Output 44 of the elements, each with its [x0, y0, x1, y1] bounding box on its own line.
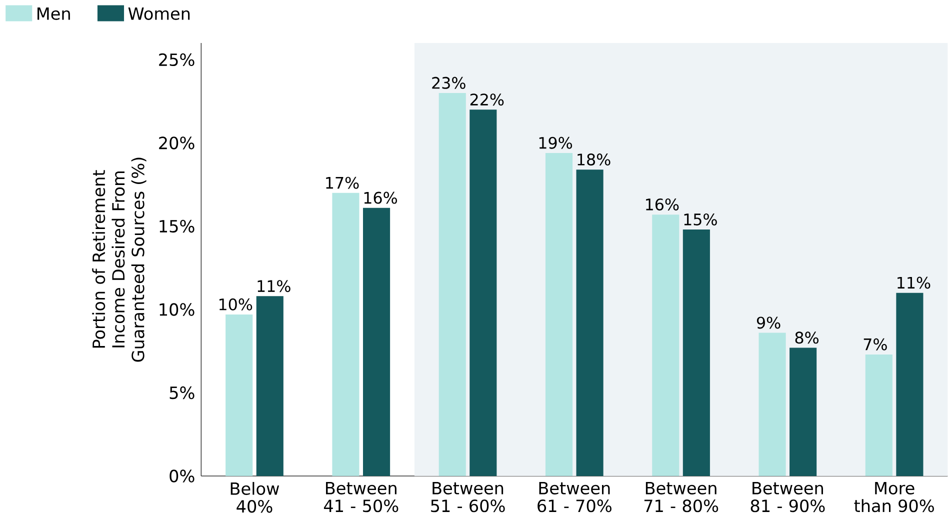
- legend-label: Women: [128, 7, 190, 20]
- legend-label: Men: [38, 7, 70, 20]
- y-tick-label: 20%: [159, 136, 194, 150]
- x-tick-label: More than 90%: [854, 482, 934, 512]
- data-label: 15%: [684, 213, 717, 226]
- data-label: 18%: [578, 153, 610, 166]
- x-tick-label: Below 40%: [230, 482, 280, 513]
- bar: [896, 292, 924, 476]
- data-label: 10%: [219, 298, 252, 310]
- bar: [790, 348, 817, 476]
- bar: [470, 110, 497, 476]
- data-label: 7%: [864, 338, 887, 350]
- data-label: 9%: [756, 316, 780, 329]
- y-tick-label: 0%: [170, 470, 194, 482]
- data-label: 16%: [364, 192, 397, 204]
- bar: [865, 354, 892, 476]
- y-tick-label: 10%: [160, 302, 194, 316]
- x-tick-label: Between 41 - 50%: [324, 482, 398, 512]
- bar: [438, 92, 466, 476]
- y-tick-label: 15%: [160, 220, 194, 232]
- x-tick-label: Between 51 - 60%: [431, 482, 505, 512]
- x-tick-label: Between 61 - 70%: [538, 482, 612, 512]
- data-label: 16%: [646, 198, 679, 210]
- data-label: 19%: [539, 136, 572, 149]
- bar: [332, 192, 360, 476]
- bar: [545, 152, 573, 476]
- data-label: 23%: [432, 76, 466, 89]
- data-label: 11%: [898, 276, 930, 289]
- bar: [362, 208, 390, 476]
- bar: [758, 332, 786, 476]
- x-tick-label: Between 81 - 90%: [750, 482, 825, 512]
- data-label: 11%: [258, 280, 290, 292]
- y-tick-label: 5%: [170, 386, 194, 399]
- bar: [256, 296, 284, 476]
- data-label: 22%: [470, 93, 504, 106]
- bar: [652, 214, 680, 476]
- y-axis-title: Portion of Retirement Income Desired From Guaranteed Sources (%): [92, 158, 146, 362]
- x-tick-label: Between 71 - 80%: [644, 482, 718, 512]
- bar: [682, 229, 710, 476]
- bar: [226, 314, 253, 476]
- data-label: 8%: [795, 332, 819, 344]
- data-label: 17%: [326, 176, 359, 189]
- bar: [576, 169, 604, 476]
- y-tick-label: 25%: [159, 53, 194, 66]
